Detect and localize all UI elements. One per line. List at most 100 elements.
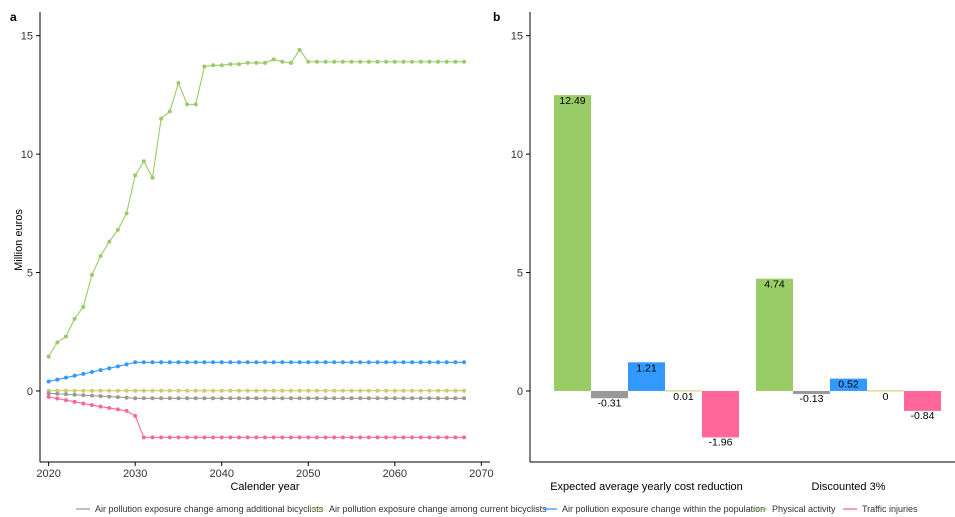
data-point — [323, 59, 328, 64]
panel-b-axes — [529, 12, 955, 463]
data-point — [358, 388, 363, 393]
data-point — [124, 362, 129, 367]
data-point — [453, 360, 458, 365]
data-point — [306, 435, 311, 440]
data-point — [219, 360, 224, 365]
series-line — [48, 48, 465, 357]
y-tick-label: 15 — [511, 31, 523, 43]
data-point — [46, 379, 51, 384]
data-point — [349, 59, 354, 64]
data-point — [401, 59, 406, 64]
data-point — [98, 368, 103, 373]
panel-a-y-ticks: 0 5 10 15 — [21, 31, 40, 398]
data-point — [237, 62, 242, 67]
data-point — [297, 388, 302, 393]
data-point — [193, 102, 198, 107]
data-point — [228, 396, 233, 401]
data-point — [427, 59, 432, 64]
bar-value-label: -0.13 — [800, 393, 824, 405]
data-point — [410, 59, 415, 64]
panel-b-category-labels: Expected average yearly cost reduction Di… — [550, 481, 886, 493]
data-point — [418, 435, 423, 440]
legend-label: Air pollution exposure change among curr… — [329, 504, 547, 514]
bar — [793, 390, 830, 395]
data-point — [410, 388, 415, 393]
data-point — [392, 435, 397, 440]
data-point — [436, 59, 441, 64]
data-point — [107, 239, 112, 244]
data-point — [444, 396, 449, 401]
data-point — [384, 360, 389, 365]
data-point — [340, 360, 345, 365]
data-point — [418, 360, 423, 365]
data-point — [375, 388, 380, 393]
data-point — [254, 388, 259, 393]
data-point — [211, 396, 216, 401]
data-point — [237, 435, 242, 440]
data-point — [55, 377, 60, 382]
data-point — [72, 388, 77, 393]
data-point — [81, 388, 86, 393]
data-point — [202, 396, 207, 401]
data-point — [297, 396, 302, 401]
bar — [830, 378, 867, 391]
data-point — [349, 360, 354, 365]
data-point — [349, 435, 354, 440]
data-point — [115, 388, 120, 393]
bar — [591, 390, 628, 399]
data-point — [453, 59, 458, 64]
bar-value-label: 4.74 — [764, 279, 785, 291]
data-point — [133, 173, 138, 178]
data-point — [98, 404, 103, 409]
data-point — [410, 360, 415, 365]
y-tick-label: 15 — [21, 31, 33, 43]
data-point — [63, 392, 68, 397]
data-point — [314, 435, 319, 440]
data-point — [288, 435, 293, 440]
data-point — [159, 396, 164, 401]
data-point — [202, 360, 207, 365]
data-point — [306, 396, 311, 401]
panel-a-letter: a — [10, 10, 17, 24]
data-point — [107, 394, 112, 399]
data-point — [228, 360, 233, 365]
data-point — [89, 393, 94, 398]
panel-a: a 0 5 10 15 2020 2030 2040 2050 2060 2070 Calend… — [10, 10, 494, 493]
data-point — [176, 360, 181, 365]
category-label: Discounted 3% — [812, 481, 886, 493]
bar-value-label: 0.52 — [838, 379, 859, 391]
panel-a-x-ticks: 2020 2030 2040 2050 2060 2070 — [36, 462, 494, 480]
panel-b-letter: b — [493, 10, 500, 24]
data-point — [263, 435, 267, 440]
data-point — [401, 360, 406, 365]
data-point — [245, 435, 250, 440]
data-point — [98, 394, 103, 399]
data-point — [245, 360, 250, 365]
data-point — [141, 360, 146, 365]
data-point — [176, 81, 181, 86]
data-point — [323, 396, 328, 401]
bar — [867, 390, 904, 392]
bar — [702, 390, 739, 438]
data-point — [133, 360, 138, 365]
data-point — [202, 64, 207, 69]
data-point — [141, 435, 146, 440]
data-point — [185, 435, 190, 440]
data-point — [245, 388, 250, 393]
bar-value-label: -0.84 — [911, 410, 935, 422]
data-point — [159, 360, 164, 365]
bar — [756, 278, 793, 391]
data-point — [384, 59, 389, 64]
panel-a-series — [46, 47, 467, 440]
data-point — [306, 360, 311, 365]
data-point — [375, 59, 380, 64]
data-point — [366, 435, 371, 440]
data-point — [63, 388, 68, 393]
data-point — [72, 399, 77, 404]
data-point — [107, 406, 112, 410]
data-point — [159, 435, 164, 440]
data-point — [271, 435, 276, 440]
panel-a-y-axis-title: Million euros — [13, 209, 25, 271]
data-point — [46, 354, 51, 359]
